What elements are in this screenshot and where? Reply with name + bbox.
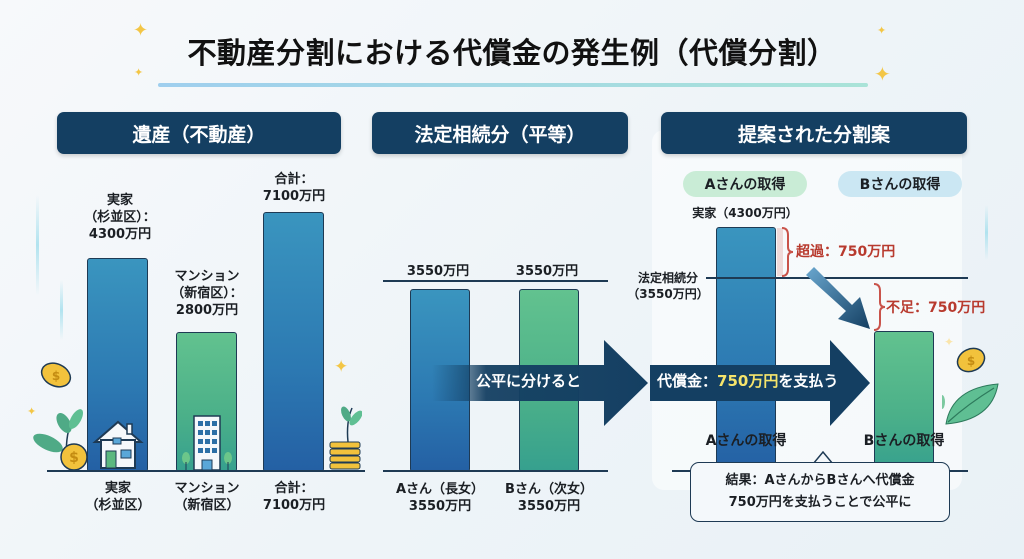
estate-bar-1-top-label: 実家 （杉並区）： 4300万円 [84,193,156,242]
excess-bracket-icon [781,227,794,277]
result-callout: 結果：AさんからBさんへ代償金 750万円を支払うことで公平に [690,462,950,522]
result-line-2: 750万円を支払うことで公平に [728,495,912,510]
excess-label: 超過：750万円 [796,244,896,260]
sparkle-icon: ✦ [334,357,349,377]
leaf-icon [942,383,999,425]
decorative-glow-line [36,195,39,295]
estate-panel-heading: 遺産（不動産） [57,112,341,154]
decorative-glow-line [60,280,63,340]
pill-a-acquisition: Aさんの取得 [683,171,807,197]
proposal-bar-a-label: 実家（4300万円） [692,206,798,220]
excess-bracket-fill [777,228,783,276]
shortage-bracket-icon [873,283,886,331]
proposal-bar-b [874,331,934,472]
estate-bar-2-bottom-label: マンション （新宿区） [174,481,240,513]
house-icon [92,420,144,469]
coin-icon: $ [956,347,986,373]
result-line-1: 結果：AさんからBさんへ代償金 [725,473,915,488]
sparkle-icon: ✦ [134,66,144,79]
compensation-arrow-label: 代償金：750万円を支払う [657,372,839,390]
legal-share-a-bottom-label: Aさん（長女） 3550万円 [395,482,485,514]
estate-bar-2-top-label: マンション （新宿区）： 2800万円 [171,269,243,318]
reference-line-label: 法定相続分 （3550万円） [627,271,709,301]
estate-heading-text: 遺産（不動産） [132,123,266,146]
apartment-building-icon [182,415,232,470]
compensation-arrow-icon [650,340,870,426]
fair-split-arrow-label: 公平に分けると [476,372,582,390]
legal-share-panel-heading: 法定相続分（平等） [372,112,628,154]
legal-share-reference-line [383,280,608,282]
legal-share-a-top-label: 3550万円 [406,264,470,279]
estate-bar-total [263,212,324,472]
svg-text:$: $ [69,450,79,466]
sparkle-icon: ✦ [133,20,149,41]
proposal-reference-line [706,277,968,279]
shortage-label: 不足：750万円 [886,300,986,316]
plant-with-coin-icon: $ [33,409,88,471]
legal-share-baseline [383,470,608,472]
proposal-a-bottom-label: Aさんの取得 [705,433,787,449]
proposal-b-bottom-label: Bさんの取得 [863,433,945,449]
proposal-bar-a [716,227,776,472]
fair-split-arrow-icon [432,340,648,426]
proposal-heading-text: 提案された分割案 [737,123,890,146]
pill-b-acquisition: Bさんの取得 [838,171,962,197]
page-title: 不動産分割における代償金の発生例（代償分割） [187,36,837,70]
coin-stack-icon [329,406,362,470]
proposal-panel-heading: 提案された分割案 [661,112,967,154]
legal-share-heading-text: 法定相続分（平等） [414,123,586,146]
coin-icon: $ [40,362,72,388]
sparkle-icon: ✦ [874,62,891,86]
estate-bar-3-top-label: 合計： 7100万円 [262,172,326,204]
title-underline [158,83,868,87]
transfer-diagonal-arrow-icon [806,267,870,329]
legal-share-b-bottom-label: Bさん（次女） 3550万円 [505,482,593,514]
estate-bar-1-bottom-label: 実家 （杉並区） [85,481,151,513]
sparkle-icon: ✦ [877,24,887,37]
estate-baseline [47,470,365,472]
svg-text:$: $ [52,369,60,383]
legal-share-b-top-label: 3550万円 [515,264,579,279]
decorative-glow-line [985,205,988,260]
estate-bar-3-bottom-label: 合計： 7100万円 [262,481,326,513]
sparkle-icon: ✦ [27,405,37,418]
svg-text:$: $ [967,354,975,368]
